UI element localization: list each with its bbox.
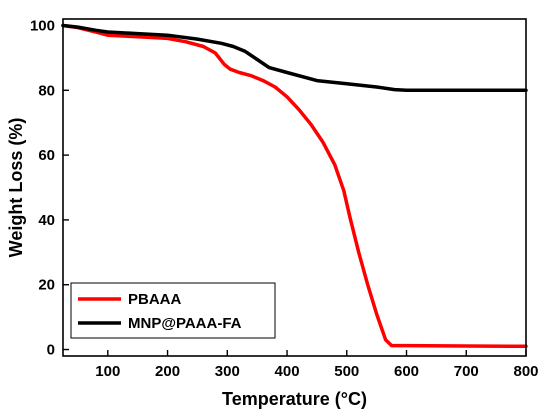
x-tick-label: 500: [334, 363, 359, 380]
legend-label-mnp-paaa-fa: MNP@PAAA-FA: [128, 315, 242, 332]
y-tick-label: 40: [38, 212, 55, 229]
x-axis-title: Temperature (°C): [222, 389, 367, 409]
x-tick-label: 800: [513, 363, 538, 380]
x-tick-label: 100: [95, 363, 120, 380]
y-tick-label: 100: [30, 17, 55, 34]
x-tick-label: 700: [454, 363, 479, 380]
y-tick-label: 0: [47, 342, 55, 359]
x-tick-label: 600: [394, 363, 419, 380]
series-line-0: [61, 23, 528, 349]
legend-label-pbaaa: PBAAA: [128, 291, 182, 308]
x-tick-label: 400: [275, 363, 300, 380]
series-layer: [61, 23, 528, 349]
x-tick-label: 300: [215, 363, 240, 380]
series-line-1: [61, 23, 528, 93]
y-tick-label: 20: [38, 277, 55, 294]
legend-box: [70, 282, 276, 339]
x-tick-label: 200: [155, 363, 180, 380]
y-axis-title: Weight Loss (%): [6, 118, 26, 258]
plot-frame: [62, 18, 527, 357]
legend: PBAAA MNP@PAAA-FA: [70, 282, 276, 339]
y-tick-label: 60: [38, 147, 55, 164]
y-tick-label: 80: [38, 82, 55, 99]
x-axis-ticks: 100 200 300 400 500 600 700 800: [95, 350, 539, 380]
